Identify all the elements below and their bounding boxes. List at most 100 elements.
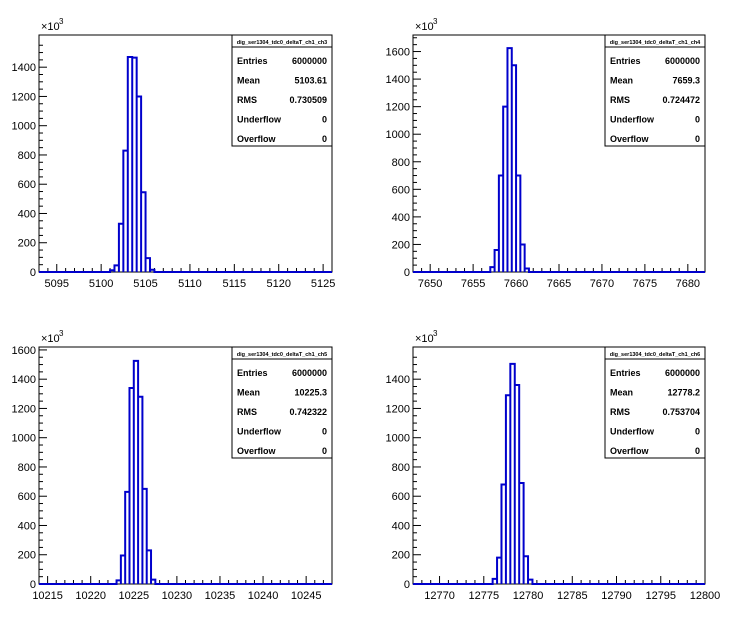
y-tick-label: 800: [392, 462, 410, 474]
x-tick-label: 5110: [178, 278, 202, 290]
x-tick-label: 7675: [633, 278, 657, 290]
stats-label: Underflow: [610, 115, 655, 125]
x-tick-label: 5125: [311, 278, 335, 290]
y-multiplier-exponent: 3: [433, 329, 438, 338]
stats-box-frame: [604, 346, 706, 459]
x-tick-label: 10240: [248, 590, 279, 602]
y-tick-label: 200: [392, 239, 410, 251]
y-tick-label: 1200: [386, 102, 410, 114]
x-tick-label: 12790: [601, 590, 632, 602]
y-multiplier-label: ×10: [415, 333, 434, 345]
x-tick-label: 10245: [291, 590, 322, 602]
y-multiplier-exponent: 3: [433, 17, 438, 26]
x-tick-label: 5120: [266, 278, 290, 290]
stats-label: Mean: [237, 76, 260, 86]
x-tick-label: 12795: [645, 590, 676, 602]
y-tick-label: 1600: [12, 345, 36, 357]
stats-label: Underflow: [610, 427, 655, 437]
stats-value: 6000000: [292, 368, 327, 378]
stats-value: 12778.2: [667, 388, 700, 398]
stats-box-frame: [231, 346, 333, 459]
y-tick-label: 1200: [12, 403, 36, 415]
stats-value: 0: [322, 427, 327, 437]
x-tick-label: 5100: [89, 278, 113, 290]
y-multiplier-exponent: 3: [59, 17, 64, 26]
stats-label: Underflow: [237, 115, 282, 125]
y-tick-label: 200: [18, 550, 36, 562]
x-tick-label: 12785: [557, 590, 588, 602]
y-multiplier-label: ×10: [41, 333, 60, 345]
y-tick-label: 400: [392, 212, 410, 224]
stats-label: RMS: [610, 95, 630, 105]
y-tick-label: 1400: [386, 374, 410, 386]
y-multiplier-exponent: 3: [59, 329, 64, 338]
stats-value: 10225.3: [294, 388, 327, 398]
stats-value: 6000000: [292, 56, 327, 66]
stats-value: 0: [322, 446, 327, 456]
y-tick-label: 1400: [386, 74, 410, 86]
stats-label: RMS: [237, 95, 257, 105]
stats-box: dig_ser1304_tdc0_deltaT_ch1_ch6 Entries 60…: [604, 346, 706, 459]
stats-label: Mean: [237, 388, 260, 398]
x-tick-label: 10225: [118, 590, 149, 602]
stats-value: 0.742322: [289, 407, 327, 417]
histogram-pad-2: 7650 7655 7660 7665 7670 7675 7680 0 200 400 600 80…: [386, 17, 706, 290]
y-tick-label: 1400: [12, 374, 36, 386]
y-multiplier-label: ×10: [415, 21, 434, 33]
x-tick-label: 12770: [424, 590, 455, 602]
y-tick-label: 1000: [386, 433, 410, 445]
x-tick-label: 7660: [504, 278, 528, 290]
stats-value: 0: [695, 427, 700, 437]
histogram-line: [39, 359, 332, 585]
y-tick-label: 1000: [386, 129, 410, 141]
stats-label: Overflow: [610, 446, 650, 456]
y-multiplier-label: ×10: [41, 21, 60, 33]
histogram-line: [39, 55, 332, 273]
x-tick-label: 10230: [162, 590, 193, 602]
x-tick-label: 5115: [223, 278, 247, 290]
x-tick-label: 7665: [547, 278, 571, 290]
stats-box: dig_ser1304_tdc0_deltaT_ch1_ch4 Entries 60…: [604, 34, 706, 147]
stats-box-title: dig_ser1304_tdc0_deltaT_ch1_ch6: [610, 352, 701, 358]
stats-value: 0: [322, 115, 327, 125]
x-tick-label: 12775: [468, 590, 499, 602]
y-tick-label: 1400: [12, 62, 36, 74]
stats-value: 0: [695, 115, 700, 125]
histogram-line: [413, 362, 705, 585]
y-tick-label: 800: [392, 157, 410, 169]
stats-label: Overflow: [237, 134, 277, 144]
y-tick-label: 600: [392, 184, 410, 196]
stats-box-frame: [604, 34, 706, 147]
x-tick-label: 7655: [461, 278, 485, 290]
histogram-pad-3: 10215 10220 10225 10230 10235 10240 10245 0 200 4…: [12, 329, 333, 602]
stats-value: 0.724472: [662, 95, 700, 105]
x-tick-label: 7650: [418, 278, 442, 290]
stats-value: 6000000: [665, 368, 700, 378]
stats-label: Entries: [237, 368, 268, 378]
stats-label: Mean: [610, 76, 633, 86]
stats-label: RMS: [610, 407, 630, 417]
x-tick-label: 10215: [32, 590, 63, 602]
x-tick-label: 5095: [45, 278, 69, 290]
y-tick-label: 0: [30, 267, 36, 279]
x-tick-label: 10220: [75, 590, 106, 602]
stats-box-frame: [231, 34, 333, 147]
y-tick-label: 200: [392, 550, 410, 562]
x-tick-label: 5105: [133, 278, 157, 290]
y-tick-label: 1000: [12, 433, 36, 445]
y-tick-label: 200: [18, 238, 36, 250]
y-tick-label: 1000: [12, 121, 36, 133]
y-tick-label: 400: [18, 208, 36, 220]
stats-value: 0: [322, 134, 327, 144]
y-tick-label: 0: [30, 579, 36, 591]
stats-value: 0: [695, 446, 700, 456]
y-tick-label: 800: [18, 150, 36, 162]
stats-value: 6000000: [665, 56, 700, 66]
y-tick-label: 0: [404, 579, 410, 591]
x-tick-label: 12800: [690, 590, 721, 602]
x-tick-label: 10235: [205, 590, 236, 602]
x-tick-label: 12780: [513, 590, 544, 602]
stats-value: 5103.61: [294, 76, 327, 86]
histogram-pad-1: 5095 5100 5105 5110 5115 5120 5125 0 200 400 600 80…: [12, 17, 336, 290]
